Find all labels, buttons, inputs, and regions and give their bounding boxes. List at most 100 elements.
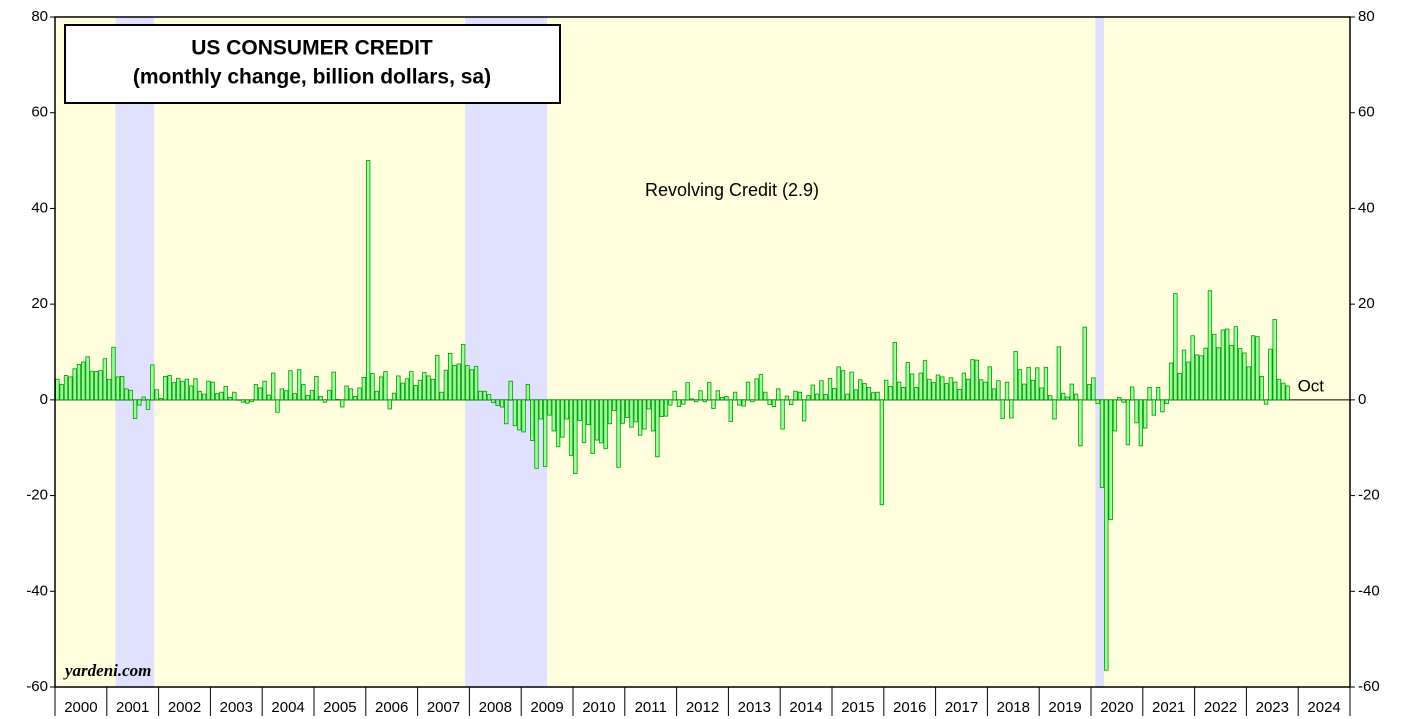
bar [486, 394, 492, 401]
bar [1155, 387, 1161, 401]
title-box [64, 24, 561, 104]
bar [814, 393, 820, 401]
bar [331, 371, 336, 401]
bar [495, 399, 500, 407]
bar [275, 399, 280, 413]
bar [504, 399, 509, 425]
bar [646, 399, 651, 410]
bar [158, 398, 164, 401]
x-tick-label: 2016 [893, 699, 926, 716]
bar [698, 390, 703, 401]
bar [599, 399, 604, 444]
bar [357, 387, 362, 401]
bar [81, 361, 86, 401]
bar [353, 396, 358, 401]
plot-frame [54, 16, 1351, 688]
bar [789, 399, 794, 406]
bar [991, 388, 997, 401]
x-tick-label: 2006 [375, 699, 408, 716]
bar [823, 394, 828, 401]
bar [780, 399, 785, 430]
bar [858, 379, 863, 401]
bar [866, 387, 872, 401]
bar [305, 395, 310, 401]
bar [616, 399, 621, 468]
bar [694, 399, 699, 403]
bar [262, 380, 267, 401]
bar [875, 391, 880, 401]
bar [629, 399, 634, 428]
bar [715, 390, 720, 401]
bar [745, 381, 751, 401]
bar [167, 375, 172, 401]
bar [642, 399, 647, 430]
bar [210, 381, 215, 401]
x-tick-label: 2020 [1100, 699, 1133, 716]
bar [711, 399, 716, 409]
bar [676, 399, 682, 407]
bar [1000, 399, 1005, 419]
bar [1255, 336, 1260, 401]
x-tick-label: 2000 [64, 699, 97, 716]
bar [1250, 335, 1256, 401]
bar [806, 395, 811, 401]
bar [914, 387, 919, 401]
bar [1026, 366, 1031, 401]
bar [111, 346, 116, 401]
bar [1199, 355, 1204, 401]
last-label: Oct [1298, 376, 1325, 395]
bar [387, 399, 392, 410]
bar [240, 399, 246, 403]
bar [901, 387, 906, 401]
bar [737, 399, 742, 406]
bar [879, 399, 885, 506]
bar [59, 384, 64, 401]
bar [469, 369, 474, 401]
bar [1272, 319, 1277, 401]
bar [409, 371, 414, 401]
bar [197, 390, 202, 401]
bar [365, 160, 371, 401]
bar [538, 399, 544, 420]
bar [685, 382, 690, 401]
bar [115, 376, 120, 401]
bar [102, 358, 108, 401]
bar [1285, 385, 1290, 401]
x-tick-label: 2012 [686, 699, 719, 716]
x-tick-label: 2017 [945, 699, 978, 716]
bar [361, 376, 367, 401]
bar [1052, 399, 1057, 420]
bar [832, 387, 837, 401]
bar [689, 398, 695, 401]
bar [63, 375, 69, 401]
bar [974, 359, 979, 401]
bar [996, 380, 1001, 401]
bar [137, 399, 142, 406]
bar [435, 354, 440, 401]
x-tick-label: 2001 [116, 699, 149, 716]
bar [219, 391, 224, 401]
x-tick-label: 2021 [1152, 699, 1185, 716]
bar [953, 381, 958, 401]
bar [232, 391, 237, 401]
bar [1276, 378, 1282, 401]
bar [141, 396, 146, 401]
recession-band [1095, 17, 1104, 687]
bar [1268, 348, 1273, 401]
bar [797, 391, 803, 401]
y-tick-label: 0 [40, 391, 48, 408]
bar [171, 382, 177, 401]
bar [659, 399, 664, 418]
bar [784, 395, 790, 401]
bar [1073, 393, 1079, 401]
y-tick-label: 60 [31, 104, 48, 121]
bar [586, 399, 591, 426]
recession-band [115, 17, 155, 687]
bar [322, 399, 328, 403]
x-tick-label: 2009 [530, 699, 563, 716]
bar [896, 381, 902, 401]
bar [279, 388, 285, 401]
bar [594, 399, 600, 441]
bar [396, 375, 401, 401]
bar [845, 393, 850, 401]
